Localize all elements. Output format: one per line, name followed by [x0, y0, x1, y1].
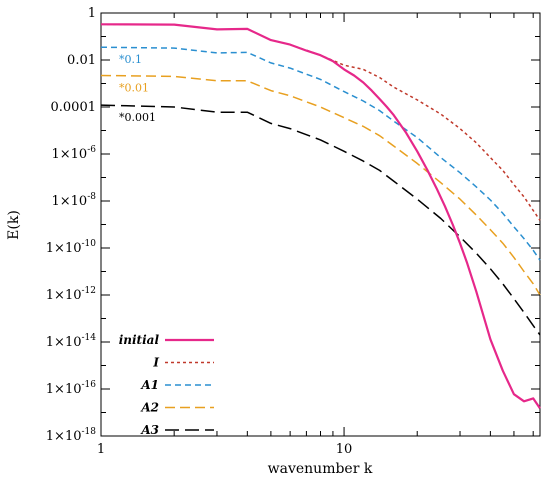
y-tick-label: 0.01	[67, 53, 96, 68]
x-axis-label: wavenumber k	[268, 461, 373, 477]
legend-label-a3: A3	[140, 423, 159, 437]
x-tick-label: 1	[97, 442, 105, 457]
plot-frame	[100, 12, 541, 437]
y-tick-label: 1×10-6	[52, 145, 97, 162]
y-tick-label: 1×10-10	[46, 239, 96, 256]
y-tick-label: 0.0001	[51, 100, 97, 115]
scale-annotation: *0.001	[119, 111, 156, 124]
y-axis-label: E(k)	[6, 210, 22, 240]
y-tick-label: 1	[88, 6, 96, 21]
x-tick-label: 10	[336, 442, 353, 457]
axes-layer: 1 10 1 0.01 0.0001 1×10-6 1×10-8 1×10-10 1×10-12…	[46, 6, 540, 457]
y-tick-label: 1×10-16	[46, 380, 96, 397]
series-line-initial	[100, 23, 541, 410]
series-layer: *0.1 *0.01 *0.001	[100, 23, 541, 410]
y-tick-label: 1×10-18	[46, 427, 96, 444]
y-tick-label: 1×10-12	[46, 286, 96, 303]
series-line-a3	[100, 104, 541, 336]
scale-annotation: *0.01	[119, 81, 149, 94]
series-line-a2	[100, 74, 541, 296]
legend-label-a2: A2	[140, 401, 159, 415]
plot-area	[100, 12, 541, 437]
y-tick-label: 1×10-8	[52, 192, 97, 209]
scale-annotation: *0.1	[119, 53, 142, 66]
legend-label-initial: initial	[119, 333, 160, 347]
y-tick-label: 1×10-14	[46, 333, 96, 350]
legend: initial I A1 A2 A3	[119, 333, 214, 437]
legend-label-a1: A1	[140, 378, 159, 392]
legend-label-i: I	[152, 356, 159, 370]
series-line-a1	[100, 46, 541, 261]
